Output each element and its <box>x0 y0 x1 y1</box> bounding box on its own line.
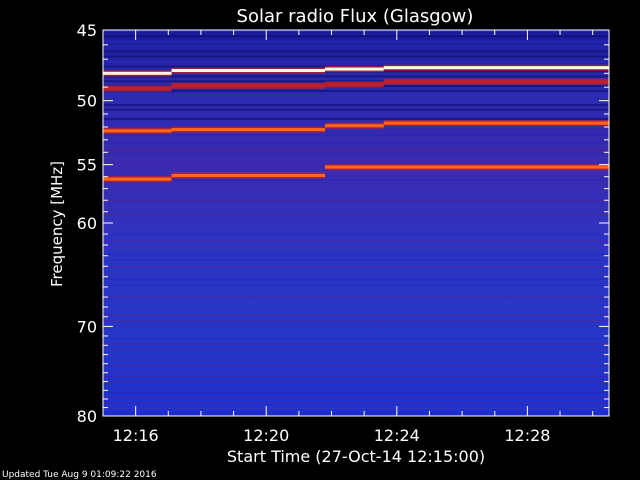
chart-title: Solar radio Flux (Glasgow) <box>237 6 474 27</box>
noise-striation <box>103 284 609 286</box>
y-tick-label: 45 <box>77 21 97 40</box>
noise-band <box>103 30 609 32</box>
noise-band <box>103 108 609 111</box>
band-core <box>383 121 609 125</box>
noise-striation <box>103 213 609 215</box>
updated-timestamp: Updated Tue Aug 9 01:09:22 2016 <box>2 470 157 480</box>
noise-striation <box>103 253 609 255</box>
noise-striation <box>103 326 609 328</box>
noise-striation <box>103 343 609 345</box>
noise-striation <box>103 337 609 339</box>
noise-striation <box>103 297 609 299</box>
noise-striation <box>103 407 609 409</box>
x-axis: 12:16 12:20 12:24 12:28 <box>102 30 594 445</box>
x-tick-label: 12:28 <box>504 426 550 445</box>
band-core <box>324 82 384 86</box>
y-tick-label: 80 <box>77 407 97 426</box>
noise-striation <box>103 240 609 242</box>
noise-striation <box>103 360 609 362</box>
noise-band <box>103 117 609 120</box>
noise-striation <box>103 320 609 322</box>
band-core <box>103 177 172 181</box>
noise-striation <box>103 392 609 394</box>
noise-striation <box>103 370 609 372</box>
y-axis-label: Frequency [MHz] <box>48 161 66 287</box>
y-tick-label: 50 <box>77 92 97 111</box>
band-core <box>103 71 172 75</box>
noise-striation <box>103 149 609 151</box>
noise-striation <box>103 412 609 414</box>
y-tick-label: 70 <box>77 317 97 336</box>
noise-band <box>103 113 609 116</box>
noise-striation <box>103 303 609 305</box>
noise-band <box>103 50 609 53</box>
heatmap-bands <box>103 30 609 414</box>
noise-striation <box>103 376 609 378</box>
noise-band <box>103 89 609 92</box>
band-core <box>171 84 325 88</box>
noise-striation <box>103 290 609 292</box>
x-tick-label: 12:20 <box>243 426 289 445</box>
noise-striation <box>103 142 609 144</box>
noise-striation <box>103 386 609 388</box>
noise-striation <box>103 278 609 280</box>
noise-striation <box>103 308 609 310</box>
y-tick-label: 60 <box>77 214 97 233</box>
y-axis: 45 50 55 60 70 80 <box>77 21 609 426</box>
noise-striation <box>103 397 609 399</box>
noise-striation <box>103 259 609 261</box>
noise-striation <box>103 157 609 159</box>
noise-striation <box>103 381 609 383</box>
noise-striation <box>103 402 609 404</box>
noise-band <box>103 35 609 38</box>
noise-striation <box>103 365 609 367</box>
band-core <box>103 86 172 90</box>
band-core <box>171 128 325 132</box>
noise-band <box>103 99 609 102</box>
noise-band <box>103 40 609 43</box>
noise-striation <box>103 349 609 351</box>
noise-band <box>103 75 609 78</box>
noise-band <box>103 55 609 58</box>
heatmap-background <box>103 30 609 416</box>
x-tick-label: 12:16 <box>113 426 159 445</box>
noise-striation <box>103 200 609 202</box>
noise-striation <box>103 207 609 209</box>
noise-striation <box>103 220 609 222</box>
noise-striation <box>103 314 609 316</box>
noise-striation <box>103 332 609 334</box>
noise-striation <box>103 134 609 136</box>
noise-striation <box>103 227 609 229</box>
x-tick-label: 12:24 <box>374 426 420 445</box>
noise-striation <box>103 272 609 274</box>
noise-striation <box>103 266 609 268</box>
noise-striation <box>103 179 609 181</box>
noise-band <box>103 94 609 97</box>
band-core <box>324 124 384 128</box>
noise-striation <box>103 186 609 188</box>
band-core <box>324 67 384 71</box>
band-core <box>324 165 609 169</box>
band-core <box>383 66 609 70</box>
band-core <box>171 68 325 72</box>
band-core <box>383 80 609 84</box>
noise-striation <box>103 193 609 195</box>
band-core <box>103 129 172 133</box>
y-tick-label: 55 <box>77 156 97 175</box>
noise-band <box>103 104 609 107</box>
noise-band <box>103 45 609 48</box>
noise-striation <box>103 234 609 236</box>
band-core <box>171 174 325 178</box>
x-axis-label: Start Time (27-Oct-14 12:15:00) <box>227 447 485 466</box>
noise-striation <box>103 354 609 356</box>
noise-band <box>103 60 609 63</box>
plot-area <box>102 29 610 417</box>
noise-striation <box>103 247 609 249</box>
noise-band <box>103 80 609 83</box>
noise-striation <box>103 171 609 173</box>
